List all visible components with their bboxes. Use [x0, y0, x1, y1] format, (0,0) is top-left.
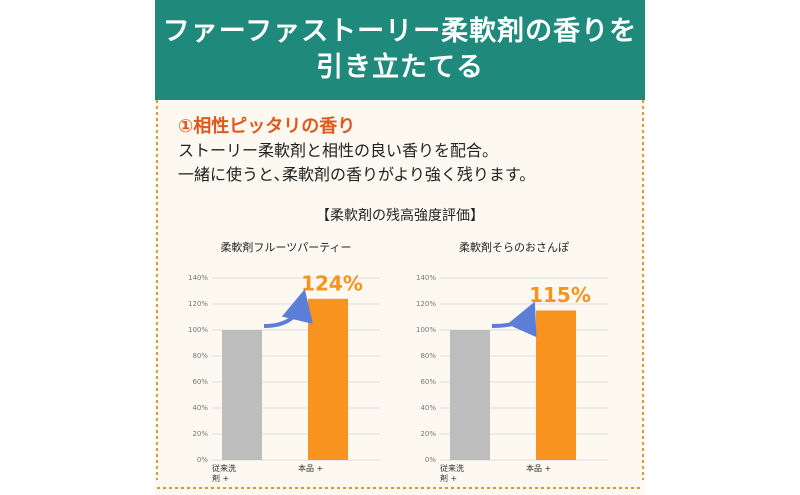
y-tick-label: 100% — [188, 326, 208, 334]
value-label: 124% — [301, 271, 363, 295]
y-tick-label: 120% — [188, 300, 208, 308]
y-tick-label: 140% — [188, 274, 208, 282]
bar — [308, 298, 348, 460]
x-tick-label: 本品 + — [298, 464, 324, 473]
chart-title: 柔軟剤そらのおさんぽ — [459, 240, 569, 254]
bar — [222, 330, 262, 460]
y-tick-label: 80% — [420, 352, 436, 360]
arrow — [263, 289, 313, 328]
x-tick-label: 従来洗剤 + — [440, 464, 464, 483]
chart-title: 柔軟剤フルーツパーティー — [220, 240, 351, 254]
value-label: 115% — [529, 283, 591, 307]
y-tick-label: 120% — [416, 300, 436, 308]
body-line: 一緒に使うと､柔軟剤の香りがより強く残ります。 — [178, 165, 536, 184]
y-tick-label: 100% — [416, 326, 436, 334]
header: ファーファストーリー柔軟剤の香りを 引き立たてる — [155, 0, 645, 100]
y-tick-label: 60% — [192, 378, 208, 386]
section: ①相性ピッタリの香り ストーリー柔軟剤と相性の良い香りを配合。 一緒に使うと､柔… — [178, 115, 628, 187]
arrow — [491, 301, 537, 338]
y-tick-label: 20% — [192, 430, 208, 438]
body-line: ストーリー柔軟剤と相性の良い香りを配合。 — [178, 141, 499, 160]
y-tick-label: 140% — [416, 274, 436, 282]
y-tick-label: 20% — [420, 430, 436, 438]
y-tick-label: 80% — [192, 352, 208, 360]
y-tick-label: 0% — [197, 456, 208, 464]
x-tick-label: 従来洗剤 + — [212, 464, 236, 483]
section-heading: ①相性ピッタリの香り — [178, 116, 356, 137]
y-tick-label: 0% — [425, 456, 436, 464]
x-tick-label: 本品 + — [526, 464, 552, 473]
y-tick-label: 40% — [420, 404, 436, 412]
y-tick-label: 60% — [420, 378, 436, 386]
bar — [536, 310, 576, 460]
y-tick-label: 40% — [192, 404, 208, 412]
chart-heading: 【柔軟剤の残高強度評価】 — [316, 208, 484, 224]
bar — [450, 330, 490, 460]
title-line: 引き立たてる — [316, 52, 484, 83]
title-line: ファーファストーリー柔軟剤の香りを — [162, 16, 638, 47]
